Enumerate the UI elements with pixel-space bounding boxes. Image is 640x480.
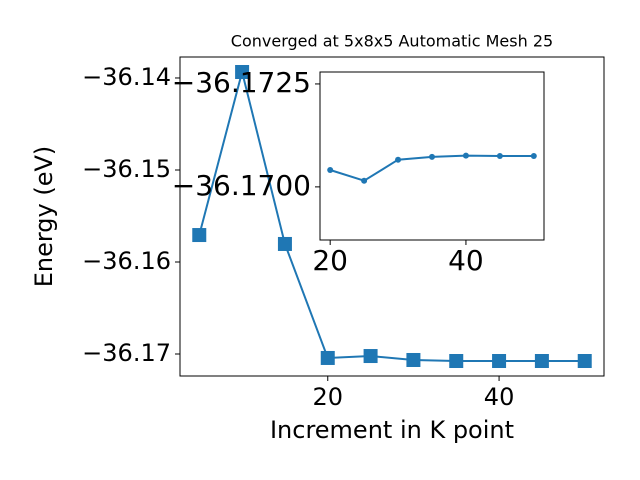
marker xyxy=(363,349,378,364)
marker xyxy=(429,153,435,160)
y-axis-label: Energy (eV) xyxy=(30,146,58,288)
x-axis-label: Increment in K point xyxy=(270,416,514,444)
marker xyxy=(192,228,207,243)
marker xyxy=(577,354,592,369)
marker xyxy=(395,156,402,163)
axes-frame xyxy=(319,71,545,241)
marker xyxy=(530,153,537,159)
x-tick-label: 20 xyxy=(312,383,343,411)
y-tick-label: −36.16 xyxy=(82,247,171,275)
y-tick-label: −36.15 xyxy=(82,155,171,183)
data-line xyxy=(198,71,585,363)
marker xyxy=(361,177,368,184)
marker xyxy=(320,350,335,365)
marker xyxy=(534,354,549,369)
y-tick-label: −36.17 xyxy=(82,339,171,367)
marker xyxy=(492,354,507,369)
marker xyxy=(277,236,292,251)
y-tick-label: −36.14 xyxy=(82,63,171,91)
axes-frame xyxy=(179,56,605,377)
marker xyxy=(449,354,464,369)
x-tick-label: 40 xyxy=(484,383,515,411)
marker xyxy=(235,64,250,79)
chart-title: Converged at 5x8x5 Automatic Mesh 25 xyxy=(231,32,553,51)
x-tick-label: 20 xyxy=(312,244,348,277)
marker xyxy=(406,352,421,367)
marker xyxy=(496,153,503,159)
y-tick-label: −36.1725 xyxy=(172,66,311,99)
x-tick-label: 40 xyxy=(448,244,484,277)
marker xyxy=(462,152,469,159)
y-tick-label: −36.1700 xyxy=(172,169,311,202)
marker xyxy=(327,167,334,173)
